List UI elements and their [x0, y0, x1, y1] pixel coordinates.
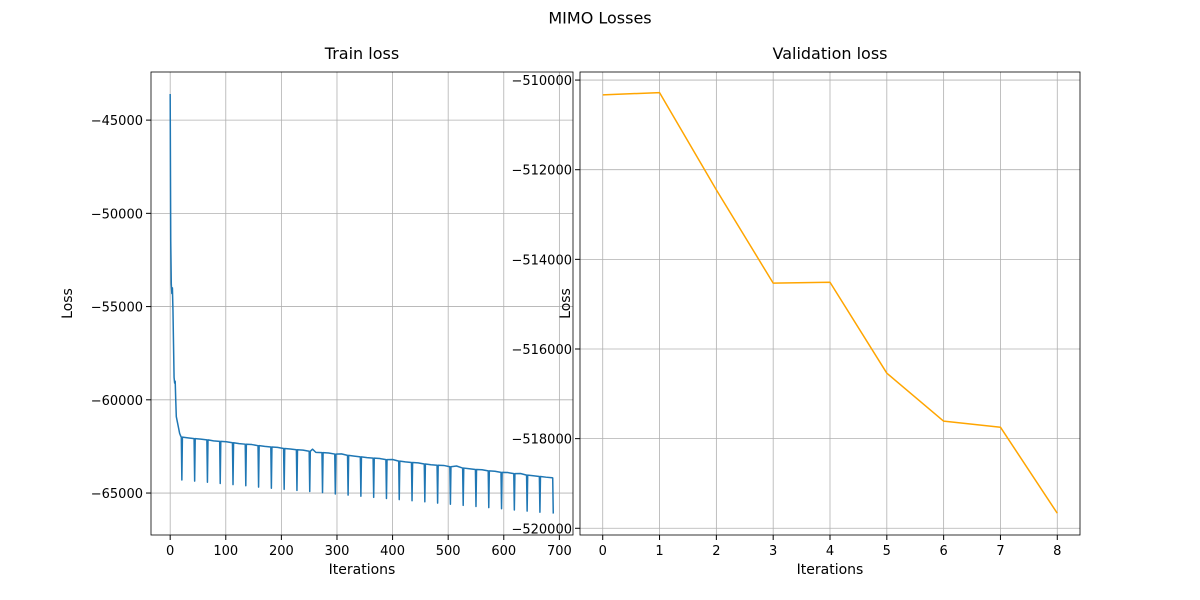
- x-tick-label: 700: [547, 544, 572, 559]
- figure-title: MIMO Losses: [548, 9, 651, 28]
- y-tick-label: −510000: [511, 74, 572, 89]
- y-tick-label: −512000: [511, 164, 572, 179]
- x-tick-label: 5: [883, 544, 891, 559]
- x-tick-label: 400: [380, 544, 405, 559]
- axes-title: Train loss: [324, 44, 399, 63]
- x-axis-label: Iterations: [329, 562, 396, 578]
- x-tick-label: 500: [436, 544, 461, 559]
- x-tick-label: 3: [769, 544, 777, 559]
- y-tick-label: −514000: [511, 253, 572, 268]
- y-tick-label: −45000: [91, 114, 143, 129]
- y-tick-label: −518000: [511, 433, 572, 448]
- data-line: [602, 91, 1058, 514]
- x-tick-label: 600: [491, 544, 516, 559]
- y-tick-label: −55000: [91, 301, 143, 316]
- y-tick-label: −516000: [511, 343, 572, 358]
- y-axis-label: Loss: [60, 288, 76, 319]
- x-tick-label: 0: [166, 544, 174, 559]
- y-tick-label: −60000: [91, 394, 143, 409]
- x-tick-label: 7: [996, 544, 1004, 559]
- x-tick-label: 6: [939, 544, 947, 559]
- axes-frame: [150, 71, 574, 536]
- y-axis-label: Loss: [558, 288, 574, 319]
- x-tick-label: 8: [1053, 544, 1061, 559]
- x-axis-label: Iterations: [797, 562, 864, 578]
- x-tick-label: 1: [655, 544, 663, 559]
- x-tick-label: 300: [325, 544, 350, 559]
- x-tick-label: 0: [599, 544, 607, 559]
- x-tick-label: 200: [269, 544, 294, 559]
- y-tick-label: −65000: [91, 487, 143, 502]
- x-tick-label: 4: [826, 544, 834, 559]
- y-tick-label: −520000: [511, 522, 572, 537]
- data-line: [169, 93, 555, 514]
- axes-title: Validation loss: [773, 44, 888, 63]
- axes-frame: [579, 71, 1081, 536]
- y-tick-label: −50000: [91, 207, 143, 222]
- x-tick-label: 100: [213, 544, 238, 559]
- x-tick-label: 2: [712, 544, 720, 559]
